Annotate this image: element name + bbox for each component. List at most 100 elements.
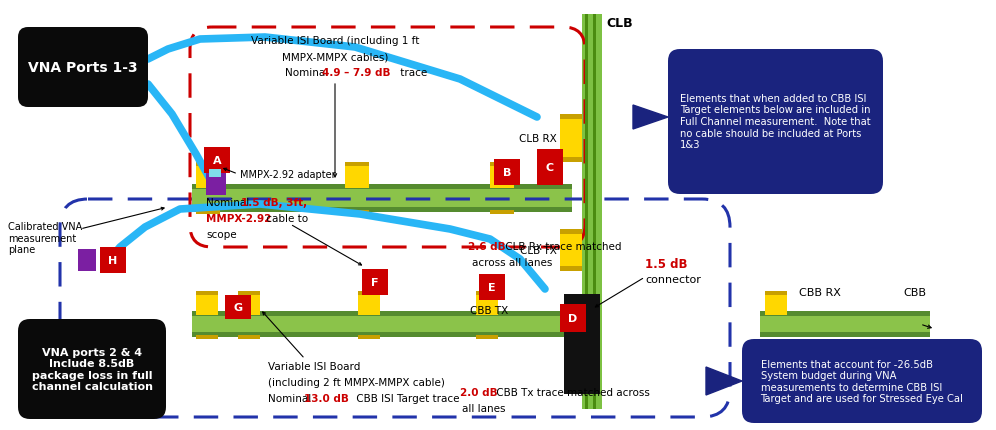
- Bar: [206, 174, 226, 196]
- Bar: [345, 211, 369, 215]
- Bar: [196, 291, 218, 295]
- Bar: [78, 249, 96, 271]
- Text: Nominal: Nominal: [206, 197, 253, 208]
- Bar: [537, 150, 563, 186]
- Text: CLB TX: CLB TX: [520, 246, 557, 255]
- Bar: [196, 163, 220, 189]
- Bar: [564, 294, 600, 394]
- Text: CLB: CLB: [606, 17, 632, 30]
- Bar: [476, 335, 498, 339]
- Bar: [196, 211, 220, 215]
- Bar: [760, 311, 930, 337]
- FancyBboxPatch shape: [668, 50, 883, 194]
- Bar: [593, 15, 596, 409]
- Bar: [225, 295, 251, 319]
- Bar: [560, 115, 582, 163]
- Text: CLB Rx trace matched: CLB Rx trace matched: [502, 241, 622, 252]
- Bar: [196, 335, 218, 339]
- Text: E: E: [488, 283, 496, 292]
- Text: connector: connector: [645, 274, 701, 284]
- Bar: [358, 335, 380, 339]
- Text: Elements that account for -26.5dB
System budget during VNA
measurements to deter: Elements that account for -26.5dB System…: [761, 359, 963, 403]
- Text: (including 2 ft MMPX-MMPX cable): (including 2 ft MMPX-MMPX cable): [268, 377, 445, 387]
- FancyBboxPatch shape: [18, 319, 166, 419]
- Text: MMPX-2.92 adapter: MMPX-2.92 adapter: [240, 169, 336, 180]
- Text: CBB ISI Target trace: CBB ISI Target trace: [353, 393, 459, 403]
- Bar: [560, 266, 582, 271]
- Text: Nominal: Nominal: [268, 393, 315, 403]
- Bar: [238, 291, 260, 295]
- Bar: [358, 291, 380, 315]
- Text: trace: trace: [397, 68, 427, 78]
- Text: CBB Tx trace matched across: CBB Tx trace matched across: [493, 387, 649, 397]
- Bar: [204, 147, 230, 174]
- Bar: [209, 169, 221, 178]
- Bar: [490, 163, 514, 189]
- Bar: [196, 163, 220, 166]
- Text: 4.9 – 7.9 dB: 4.9 – 7.9 dB: [322, 68, 390, 78]
- Text: B: B: [503, 168, 511, 178]
- Text: 1.5 dB: 1.5 dB: [645, 258, 687, 270]
- Bar: [476, 291, 498, 295]
- Text: F: F: [372, 277, 378, 287]
- Bar: [476, 291, 498, 315]
- FancyBboxPatch shape: [742, 339, 982, 423]
- Polygon shape: [633, 106, 668, 130]
- Text: 2.0 dB: 2.0 dB: [460, 387, 498, 397]
- Text: CBB: CBB: [903, 287, 926, 297]
- Text: 13.0 dB: 13.0 dB: [304, 393, 349, 403]
- Bar: [100, 247, 126, 273]
- Bar: [362, 269, 388, 295]
- Bar: [494, 160, 520, 186]
- Text: Variable ISI Board (including 1 ft: Variable ISI Board (including 1 ft: [251, 36, 419, 46]
- Bar: [760, 311, 930, 316]
- Text: MMPX-2.92: MMPX-2.92: [206, 214, 271, 224]
- Bar: [490, 163, 514, 166]
- Text: VNA Ports 1-3: VNA Ports 1-3: [28, 61, 137, 75]
- Bar: [192, 311, 572, 316]
- Bar: [765, 291, 787, 295]
- Text: H: H: [109, 255, 118, 265]
- Bar: [196, 291, 218, 315]
- FancyBboxPatch shape: [18, 28, 148, 108]
- Text: MMPX-MMPX cables): MMPX-MMPX cables): [282, 52, 388, 62]
- Bar: [192, 332, 572, 337]
- Bar: [238, 291, 260, 315]
- Bar: [192, 311, 572, 337]
- Bar: [479, 274, 505, 300]
- Bar: [560, 158, 582, 163]
- Text: Nominal: Nominal: [285, 68, 332, 78]
- Bar: [585, 15, 588, 409]
- Text: all lanes: all lanes: [462, 403, 506, 413]
- Text: Elements that when added to CBB ISI
Target elements below are included in
Full C: Elements that when added to CBB ISI Targ…: [679, 94, 871, 150]
- Text: across all lanes: across all lanes: [472, 258, 553, 267]
- Bar: [560, 115, 582, 120]
- Bar: [238, 335, 260, 339]
- Text: CBB RX: CBB RX: [799, 287, 841, 297]
- Text: C: C: [546, 163, 554, 172]
- Text: CBB TX: CBB TX: [470, 305, 508, 315]
- Bar: [192, 184, 572, 212]
- Bar: [760, 332, 930, 337]
- Bar: [765, 291, 787, 315]
- Bar: [560, 304, 586, 332]
- Polygon shape: [706, 367, 742, 395]
- Bar: [560, 230, 582, 234]
- Bar: [192, 184, 572, 190]
- Text: scope: scope: [206, 230, 237, 240]
- Text: VNA ports 2 & 4
Include 8.5dB
package loss in full
channel calculation: VNA ports 2 & 4 Include 8.5dB package lo…: [32, 347, 152, 391]
- Text: 2.6 dB: 2.6 dB: [468, 241, 506, 252]
- Text: 1.5 dB, 3ft,: 1.5 dB, 3ft,: [241, 197, 307, 208]
- Text: D: D: [569, 313, 578, 323]
- Bar: [560, 230, 582, 271]
- Bar: [358, 291, 380, 295]
- Bar: [582, 15, 602, 409]
- Text: CLB RX: CLB RX: [519, 134, 557, 144]
- Text: G: G: [233, 302, 243, 312]
- Text: A: A: [213, 156, 221, 166]
- Text: Calibrated VNA
measurement
plane: Calibrated VNA measurement plane: [8, 221, 83, 255]
- Bar: [345, 163, 369, 166]
- Bar: [192, 208, 572, 212]
- Bar: [490, 211, 514, 215]
- Text: cable to: cable to: [263, 214, 308, 224]
